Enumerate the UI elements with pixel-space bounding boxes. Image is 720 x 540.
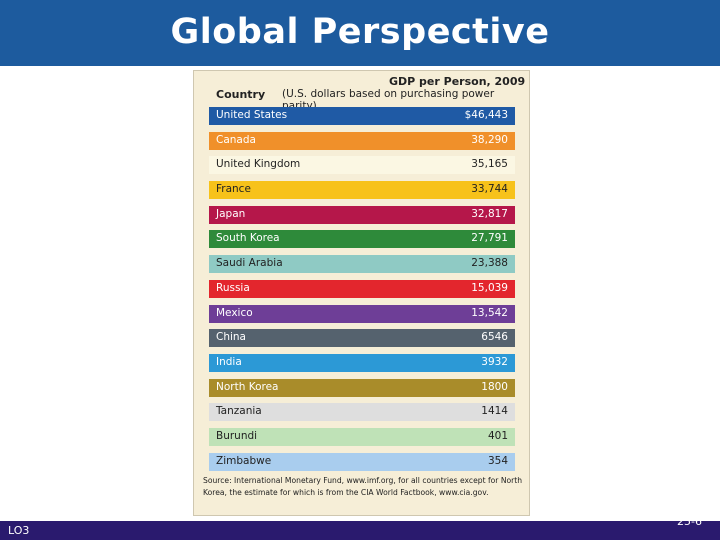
gdp-value: 401 [487,429,508,442]
table-row: United Kingdom 35,165 [209,156,515,175]
table-row: Canada 38,290 [209,131,515,150]
gdp-value: 6546 [481,331,508,344]
gdp-table-rows: United States $46,443 Canada 38,290 United K… [209,107,515,477]
table-row: France 33,744 [209,181,515,200]
table-row: China 6546 [209,329,515,348]
country-column-header: Country [216,88,266,101]
gdp-value: 1414 [481,405,508,418]
gdp-value: 1800 [481,380,508,393]
country-name: Tanzania [216,405,262,418]
table-row: Russia 15,039 [209,279,515,298]
country-name: Mexico [216,306,253,319]
table-row: Tanzania 1414 [209,403,515,422]
gdp-value: 354 [487,454,508,467]
gdp-value: 13,542 [471,306,508,319]
gdp-value: 23,388 [471,257,508,270]
gdp-value: 33,744 [471,183,508,196]
gdp-value: 3932 [481,355,508,368]
table-row: South Korea 27,791 [209,230,515,249]
table-row: Burundi 401 [209,427,515,446]
gdp-value: 35,165 [471,158,508,171]
country-name: Zimbabwe [216,454,272,467]
table-row: United States $46,443 [209,107,515,125]
slide-number: 25-6 [677,515,702,528]
table-row: Japan 32,817 [209,205,515,224]
gdp-value: $46,443 [464,109,508,121]
country-name: India [216,355,242,368]
footer-bar: LO3 25-6 [0,515,720,540]
country-name: Burundi [216,429,258,442]
learning-objective-label: LO3 [8,524,30,537]
source-note: Source: International Monetary Fund, www… [203,476,523,497]
country-name: United States [216,109,288,121]
gdp-value: 32,817 [471,207,508,220]
table-row: Mexico 13,542 [209,304,515,323]
table-row: Saudi Arabia 23,388 [209,255,515,274]
country-name: North Korea [216,380,279,393]
page-title: Global Perspective [170,12,550,52]
country-name: United Kingdom [216,158,301,171]
table-row: North Korea 1800 [209,378,515,397]
table-row: India 3932 [209,353,515,372]
table-row: Zimbabwe 354 [209,452,515,471]
gdp-column-header: GDP per Person, 2009 [389,75,526,88]
country-name: Russia [216,281,250,294]
country-name: Japan [216,207,246,220]
gdp-table-figure: GDP per Person, 2009 Country (U.S. dolla… [193,70,530,516]
gdp-value: 15,039 [471,281,508,294]
country-name: China [216,331,246,344]
title-bar: Global Perspective [0,0,720,66]
gdp-value: 38,290 [471,133,508,146]
country-name: France [216,183,251,196]
country-name: Canada [216,133,256,146]
country-name: South Korea [216,232,280,245]
country-name: Saudi Arabia [216,257,283,270]
gdp-value: 27,791 [471,232,508,245]
